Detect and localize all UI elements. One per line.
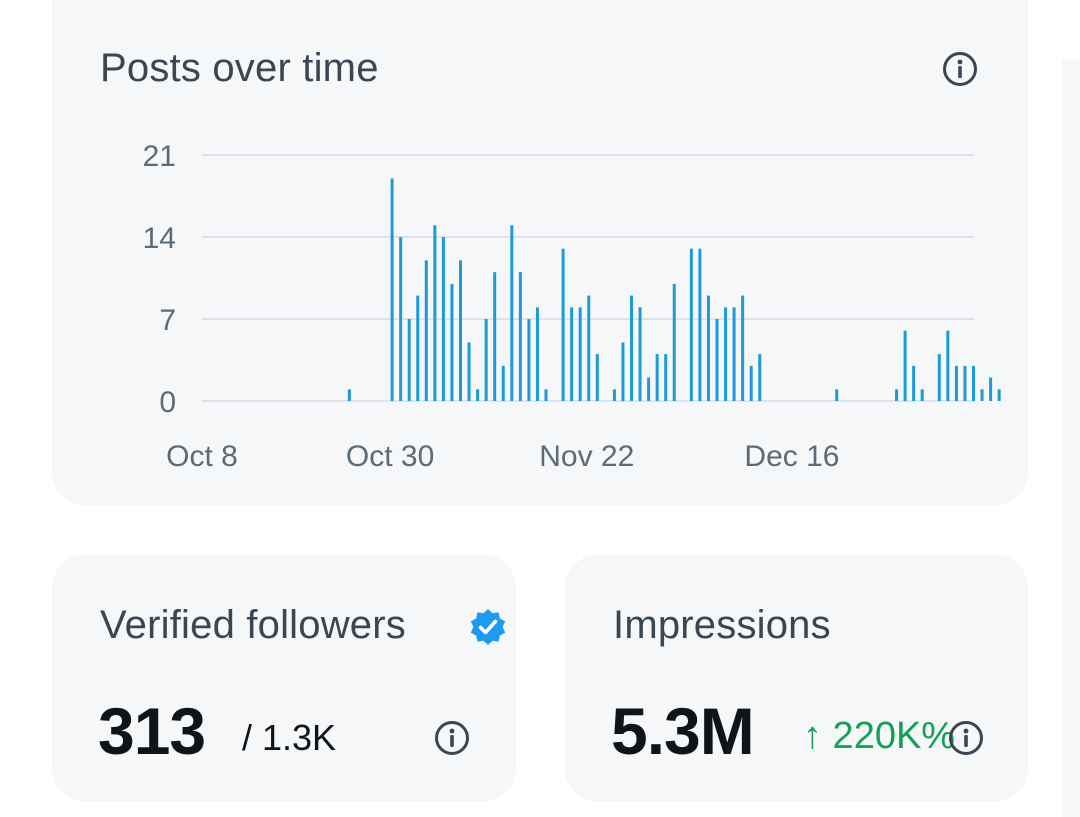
verified-followers-card: Verified followers 313 / 1.3K — [52, 555, 516, 801]
bar — [997, 389, 1001, 401]
bar — [527, 319, 531, 401]
bar — [954, 365, 958, 401]
bar — [672, 283, 676, 401]
y-tick-label: 21 — [143, 140, 176, 173]
bar — [459, 260, 462, 401]
bar — [544, 389, 548, 401]
bar — [535, 307, 539, 401]
bar — [946, 330, 950, 401]
bar — [450, 283, 454, 401]
bar — [595, 354, 599, 401]
bar — [612, 389, 616, 401]
verified-badge-icon — [468, 607, 508, 647]
info-icon[interactable] — [942, 51, 978, 87]
bar — [980, 389, 984, 401]
bar — [510, 225, 514, 401]
bar — [484, 319, 488, 401]
bar — [664, 354, 668, 401]
bar — [467, 342, 471, 401]
bar — [424, 260, 428, 401]
bar — [749, 365, 753, 401]
x-tick-label: Dec 16 — [744, 440, 839, 473]
posts-chart: 0 7 14 21 Oct 8 Oct 30 Nov 22 Dec 16 — [143, 140, 1001, 473]
info-icon[interactable] — [434, 720, 470, 756]
bar — [518, 272, 522, 401]
bar — [903, 330, 907, 401]
bar — [647, 377, 651, 401]
verified-followers-count: 313 — [98, 694, 206, 768]
bar — [621, 342, 625, 401]
bar — [912, 365, 916, 401]
chart-card-title: Posts over time — [100, 46, 379, 90]
bar — [587, 295, 591, 401]
verified-followers-title: Verified followers — [100, 603, 406, 647]
impressions-delta: ↑ 220K% — [803, 715, 956, 757]
bar — [972, 365, 975, 401]
impressions-title: Impressions — [613, 603, 831, 647]
bar — [407, 319, 411, 401]
bar — [698, 248, 702, 401]
bar — [493, 272, 497, 401]
bar — [655, 354, 659, 401]
bar — [741, 295, 745, 401]
bar — [920, 389, 924, 401]
impressions-count: 5.3M — [611, 694, 755, 768]
bar — [937, 354, 941, 401]
impressions-card: Impressions 5.3M ↑ 220K% — [565, 555, 1028, 801]
bar — [433, 225, 437, 401]
y-tick-label: 0 — [159, 386, 176, 419]
bar — [963, 365, 967, 401]
bar — [578, 307, 582, 401]
x-tick-label: Oct 30 — [346, 440, 434, 473]
bar — [561, 248, 565, 401]
x-tick-label: Oct 8 — [166, 440, 238, 473]
bar — [390, 178, 394, 401]
bar — [689, 248, 693, 401]
bar — [501, 365, 505, 401]
posts-over-time-card: Posts over time 0 7 14 21 Oct 8 Oct 30 Nov 22 D… — [52, 0, 1028, 506]
bar — [570, 307, 574, 401]
bar — [476, 389, 480, 401]
bar — [835, 389, 839, 401]
bar — [724, 307, 728, 401]
bar — [630, 295, 633, 401]
bar — [638, 307, 642, 401]
bar — [416, 295, 420, 401]
bar — [989, 377, 993, 401]
info-icon[interactable] — [948, 720, 984, 756]
bar — [347, 389, 351, 401]
bar — [732, 307, 736, 401]
x-tick-label: Nov 22 — [539, 440, 634, 473]
y-tick-label: 14 — [143, 222, 176, 255]
bar — [758, 354, 762, 401]
bar — [706, 295, 710, 401]
bar — [399, 237, 403, 401]
total-followers-count: / 1.3K — [242, 717, 337, 758]
adjacent-card-edge — [1062, 60, 1080, 817]
y-tick-label: 7 — [159, 304, 176, 337]
bar — [441, 237, 445, 401]
bar — [715, 319, 719, 401]
bar — [895, 389, 899, 401]
